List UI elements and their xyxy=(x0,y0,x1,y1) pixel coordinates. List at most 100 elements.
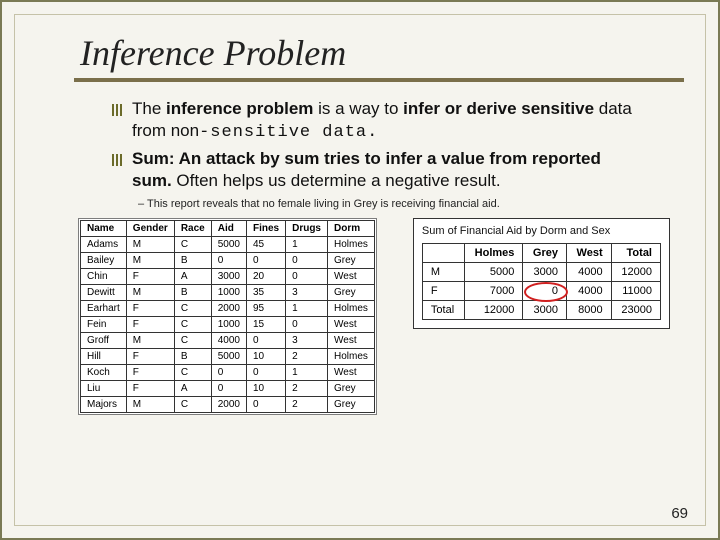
table-row: HillFB5000102Holmes xyxy=(81,349,375,365)
table-cell: C xyxy=(174,317,211,333)
title-underline xyxy=(74,78,684,82)
table-cell: Dewitt xyxy=(81,285,127,301)
text-span: The xyxy=(132,99,166,118)
table-cell: Grey xyxy=(328,381,375,397)
table-cell: West xyxy=(328,365,375,381)
table-cell: 0 xyxy=(246,365,285,381)
table-cell: West xyxy=(328,317,375,333)
table-cell: Fein xyxy=(81,317,127,333)
table-cell: F xyxy=(126,365,174,381)
table-cell: 1000 xyxy=(211,285,246,301)
table-cell: 1 xyxy=(286,237,328,253)
table-cell: F xyxy=(126,301,174,317)
table-row: KochFC001West xyxy=(81,365,375,381)
table-row: LiuFA0102Grey xyxy=(81,381,375,397)
bullet-text: Sum: An attack by sum tries to infer a v… xyxy=(132,148,640,192)
table-header: Dorm xyxy=(328,221,375,237)
table-cell: B xyxy=(174,285,211,301)
table-cell: Majors xyxy=(81,397,127,413)
table-cell: 5000 xyxy=(464,263,523,282)
table-cell: Chin xyxy=(81,269,127,285)
table-cell: F xyxy=(422,282,464,301)
table-cell: 4000 xyxy=(211,333,246,349)
bullet-item: Sum: An attack by sum tries to infer a v… xyxy=(110,148,640,192)
table-row: Total120003000800023000 xyxy=(422,301,660,320)
table-cell: 12000 xyxy=(464,301,523,320)
table-cell: F xyxy=(126,317,174,333)
table-cell: Groff xyxy=(81,333,127,349)
table-cell: Earhart xyxy=(81,301,127,317)
table-header: Name xyxy=(81,221,127,237)
left-table: NameGenderRaceAidFinesDrugsDormAdamsMC50… xyxy=(80,220,375,413)
page-number: 69 xyxy=(671,505,688,522)
right-table-title: Sum of Financial Aid by Dorm and Sex xyxy=(422,225,661,237)
table-cell: Grey xyxy=(328,253,375,269)
bullet-text: The inference problem is a way to infer … xyxy=(132,98,640,144)
table-cell: 0 xyxy=(286,317,328,333)
table-cell: 12000 xyxy=(611,263,660,282)
bullet-item: The inference problem is a way to infer … xyxy=(110,98,640,144)
table-header: Drugs xyxy=(286,221,328,237)
table-cell: M xyxy=(126,285,174,301)
table-cell: 0 xyxy=(523,282,567,301)
table-cell: 2 xyxy=(286,381,328,397)
table-cell: B xyxy=(174,253,211,269)
table-cell: 3000 xyxy=(523,263,567,282)
table-row: DewittMB1000353Grey xyxy=(81,285,375,301)
table-cell: 35 xyxy=(246,285,285,301)
table-cell: Grey xyxy=(328,285,375,301)
table-cell: 3 xyxy=(286,285,328,301)
table-cell: 5000 xyxy=(211,237,246,253)
table-cell: F xyxy=(126,269,174,285)
table-cell: 1000 xyxy=(211,317,246,333)
bullet-icon xyxy=(110,104,124,116)
table-cell: 0 xyxy=(211,381,246,397)
table-cell: 2000 xyxy=(211,397,246,413)
table-cell: 0 xyxy=(246,397,285,413)
tables-row: NameGenderRaceAidFinesDrugsDormAdamsMC50… xyxy=(78,218,670,415)
text-span: is a way to xyxy=(313,99,403,118)
table-cell: 4000 xyxy=(567,282,612,301)
table-cell: 0 xyxy=(286,269,328,285)
table-header: Aid xyxy=(211,221,246,237)
table-header: Holmes xyxy=(464,244,523,263)
table-row: MajorsMC200002Grey xyxy=(81,397,375,413)
table-cell: West xyxy=(328,269,375,285)
table-cell: Holmes xyxy=(328,349,375,365)
table-cell: 7000 xyxy=(464,282,523,301)
table-cell: 20 xyxy=(246,269,285,285)
right-table-wrap: Sum of Financial Aid by Dorm and Sex Hol… xyxy=(413,218,670,329)
table-cell: M xyxy=(126,333,174,349)
table-cell: F xyxy=(126,381,174,397)
table-cell: F xyxy=(126,349,174,365)
table-cell: M xyxy=(126,397,174,413)
table-row: BaileyMB000Grey xyxy=(81,253,375,269)
table-cell: C xyxy=(174,333,211,349)
table-cell: M xyxy=(126,253,174,269)
table-header xyxy=(422,244,464,263)
text-mono: -sensitive data. xyxy=(199,123,378,142)
table-cell: Koch xyxy=(81,365,127,381)
table-cell: Grey xyxy=(328,397,375,413)
table-cell: 8000 xyxy=(567,301,612,320)
table-cell: C xyxy=(174,365,211,381)
table-row: M50003000400012000 xyxy=(422,263,660,282)
table-header: Fines xyxy=(246,221,285,237)
table-cell: 95 xyxy=(246,301,285,317)
table-cell: 15 xyxy=(246,317,285,333)
table-cell: Liu xyxy=(81,381,127,397)
table-row: AdamsMC5000451Holmes xyxy=(81,237,375,253)
table-cell: 3000 xyxy=(211,269,246,285)
table-cell: M xyxy=(422,263,464,282)
table-cell: Adams xyxy=(81,237,127,253)
right-table: HolmesGreyWestTotalM50003000400012000F70… xyxy=(422,243,661,320)
table-row: ChinFA3000200West xyxy=(81,269,375,285)
table-header: West xyxy=(567,244,612,263)
table-cell: C xyxy=(174,237,211,253)
table-cell: 1 xyxy=(286,301,328,317)
table-header: Grey xyxy=(523,244,567,263)
table-cell: 0 xyxy=(211,365,246,381)
table-cell: 23000 xyxy=(611,301,660,320)
table-cell: 2 xyxy=(286,397,328,413)
table-row: GroffMC400003West xyxy=(81,333,375,349)
